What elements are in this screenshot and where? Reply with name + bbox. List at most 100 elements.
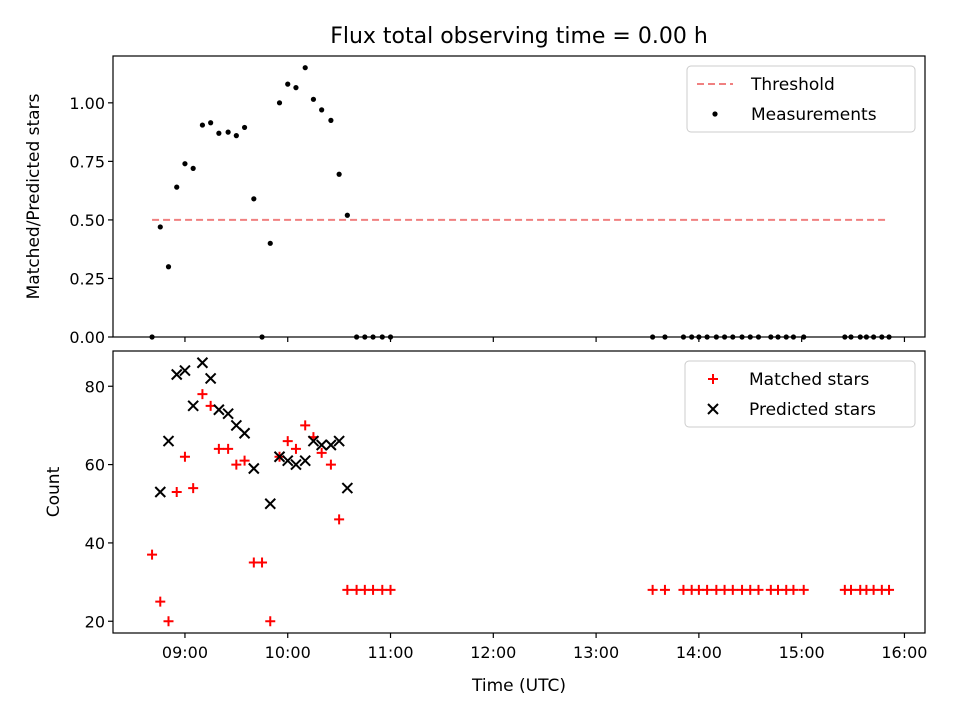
data-point xyxy=(325,459,336,470)
data-point xyxy=(182,161,188,167)
data-point xyxy=(702,584,713,595)
data-point xyxy=(319,107,325,113)
legend-label: Matched stars xyxy=(749,370,869,390)
data-point xyxy=(204,372,217,385)
x-tick-label: 09:00 xyxy=(162,643,208,662)
data-point xyxy=(197,389,208,400)
data-point xyxy=(239,455,250,466)
data-point xyxy=(267,240,273,246)
x-tick-label: 14:00 xyxy=(676,643,722,662)
data-point xyxy=(316,447,327,458)
legend-swatch xyxy=(712,111,718,117)
data-point xyxy=(290,443,301,454)
data-point xyxy=(238,427,251,439)
axes-frame xyxy=(112,55,926,338)
data-point xyxy=(325,439,337,451)
data-point xyxy=(341,482,354,494)
legend-label: Threshold xyxy=(750,75,835,95)
data-point xyxy=(190,165,196,171)
data-point xyxy=(368,584,379,595)
data-point xyxy=(273,451,286,463)
data-point xyxy=(213,404,225,416)
data-point xyxy=(285,81,291,87)
data-point xyxy=(208,120,214,126)
data-point xyxy=(241,124,248,131)
data-point xyxy=(342,584,353,595)
x-axis-label: Time (UTC) xyxy=(471,676,566,696)
data-point xyxy=(282,454,294,467)
data-point xyxy=(328,117,334,123)
data-point xyxy=(315,439,328,451)
data-point xyxy=(179,451,190,462)
data-point xyxy=(157,224,163,230)
data-point xyxy=(276,100,283,106)
data-point xyxy=(222,407,234,420)
figure-title: Flux total observing time = 0.00 h xyxy=(330,24,708,49)
y-axis-label: Matched/Predicted stars xyxy=(24,93,44,299)
data-point xyxy=(233,133,239,139)
top-panel: 0.00 0.25 0.50 0.75 1.00 Matched/Predicted st… xyxy=(24,55,926,347)
data-point xyxy=(216,130,222,136)
data-point xyxy=(385,584,396,595)
y-tick-label: 60 xyxy=(85,456,105,475)
data-point xyxy=(165,264,172,270)
data-point xyxy=(282,436,293,447)
data-point xyxy=(334,514,345,525)
legend: Matched stars Predicted stars xyxy=(684,360,916,428)
data-point xyxy=(162,435,175,447)
legend-label: Predicted stars xyxy=(749,400,876,420)
data-point xyxy=(336,171,342,177)
data-point xyxy=(265,616,276,627)
data-point xyxy=(257,557,268,568)
data-point xyxy=(333,435,345,447)
y-axis-label: Count xyxy=(44,466,64,517)
legend-box xyxy=(684,360,916,428)
data-point xyxy=(293,85,299,91)
data-point xyxy=(290,458,302,471)
data-point xyxy=(727,584,738,595)
legend-box xyxy=(686,65,916,133)
data-point xyxy=(884,584,895,595)
data-point xyxy=(299,454,311,467)
legend-swatch xyxy=(707,403,719,415)
data-point xyxy=(302,65,308,71)
x-tick-label: 15:00 xyxy=(779,643,825,662)
y-tick-label: 0.00 xyxy=(69,328,105,347)
x-tick-label: 10:00 xyxy=(265,643,311,662)
x-tick-label: 12:00 xyxy=(470,643,516,662)
data-point xyxy=(307,435,320,447)
legend: Threshold Measurements xyxy=(686,65,916,133)
y-tick-label: 0.50 xyxy=(69,211,105,230)
x-tick-label: 16:00 xyxy=(881,643,927,662)
y-tick-label: 40 xyxy=(85,534,105,553)
x-tick-label: 13:00 xyxy=(573,643,619,662)
data-point xyxy=(225,129,231,135)
x-tick-label: 11:00 xyxy=(367,643,413,662)
data-point xyxy=(213,443,224,454)
data-point xyxy=(188,483,199,494)
data-point xyxy=(788,584,799,595)
data-point xyxy=(199,122,206,128)
bottom-panel: 20 40 60 80 09:00 10:00 11:00 12:00 13:00 14:00 15… xyxy=(44,350,927,662)
data-point xyxy=(154,486,166,498)
axes-frame xyxy=(112,350,926,634)
data-point xyxy=(251,196,257,202)
data-point xyxy=(344,212,350,218)
data-point xyxy=(171,368,183,381)
data-point xyxy=(196,357,209,369)
data-point xyxy=(171,487,182,497)
data-point xyxy=(248,462,260,475)
legend-swatch xyxy=(708,374,718,384)
data-point xyxy=(300,420,311,431)
legend-label: Measurements xyxy=(751,105,877,125)
data-point xyxy=(174,184,180,190)
y-tick-label: 20 xyxy=(85,612,105,631)
y-tick-label: 0.25 xyxy=(69,269,105,288)
data-point xyxy=(163,616,174,627)
data-point xyxy=(223,443,234,454)
y-tick-label: 0.75 xyxy=(69,152,105,171)
data-point xyxy=(647,584,658,595)
data-point xyxy=(659,584,670,595)
data-point xyxy=(187,400,199,412)
